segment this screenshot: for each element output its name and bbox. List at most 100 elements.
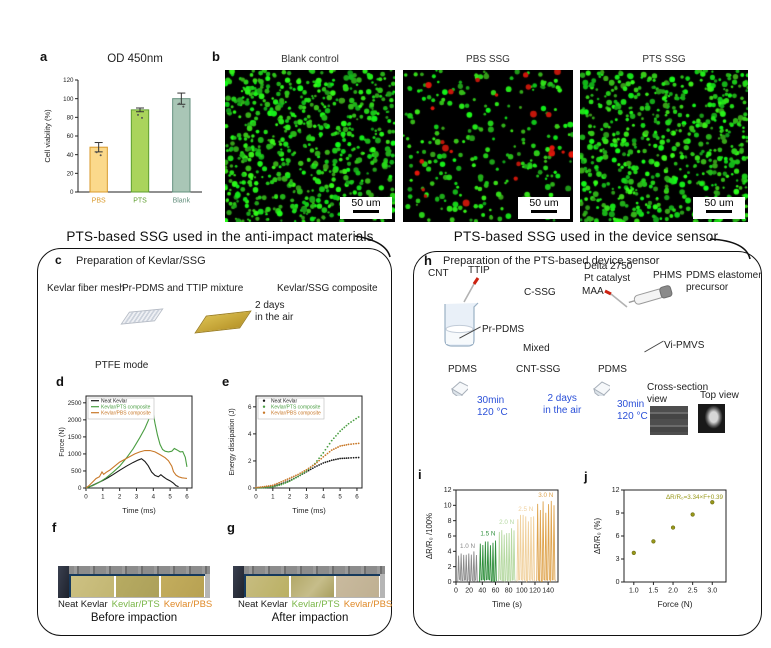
- fluorescence-image: [580, 70, 748, 222]
- svg-text:1500: 1500: [68, 434, 82, 441]
- label-mixed: Mixed: [523, 343, 550, 354]
- label-pdms-elastomer: PDMS elastomer precursor: [686, 270, 762, 293]
- connector-curve: [354, 235, 391, 258]
- label-cnt: CNT: [428, 268, 449, 279]
- device-sensor-panel-box: [413, 251, 762, 636]
- svg-text:1.0 N: 1.0 N: [460, 543, 476, 550]
- panel-i-label: i: [418, 467, 422, 482]
- panel-g-label: g: [227, 520, 235, 535]
- svg-text:2: 2: [118, 494, 122, 501]
- force-time-chart: 0 500 1000 1500 2000 2500 0 1 2 3 4 5 6 Time (ms) Forc…: [56, 386, 198, 521]
- svg-text:4: 4: [248, 431, 252, 438]
- svg-text:1000: 1000: [68, 451, 82, 458]
- svg-text:Force (N): Force (N): [657, 599, 692, 609]
- scale-bar-box: 50 um: [518, 197, 570, 219]
- svg-text:120: 120: [63, 77, 74, 84]
- svg-text:PTS: PTS: [133, 198, 147, 205]
- label-ttip: TTIP: [468, 265, 490, 276]
- svg-text:Kevlar/PBS composite: Kevlar/PBS composite: [271, 411, 321, 417]
- svg-text:Neat Kevlar: Neat Kevlar: [101, 399, 127, 405]
- svg-text:2.5: 2.5: [688, 588, 698, 595]
- resistance-force-chart: 0 3 6 9 12 1.0 1.5 2.0 2.5 3.0 Force (N) ΔR/R₀ (%) Δ…: [592, 480, 734, 615]
- photo-dark-edge: [58, 566, 69, 598]
- svg-text:80: 80: [505, 588, 513, 595]
- scale-bar-label: 50 um: [704, 197, 734, 209]
- sample-label: Kevlar/PTS: [291, 599, 340, 610]
- pdms-film-icon: [593, 381, 610, 396]
- panel-c-label: c: [55, 253, 62, 267]
- label-pr-pdms: Pr-PDMS: [482, 324, 525, 335]
- pdms-film-icon: [451, 381, 468, 396]
- svg-text:20: 20: [67, 171, 74, 178]
- svg-text:6: 6: [248, 404, 252, 411]
- svg-text:6: 6: [616, 533, 620, 540]
- resistance-time-chart: 0 2 4 6 8 10 12 0 20 40 60 80 100 120 140 Time (s) ΔR/R₀…: [424, 480, 566, 615]
- panel-c-title: Preparation of Kevlar/SSG: [76, 255, 206, 267]
- beaker-icon: [444, 302, 479, 347]
- svg-text:Blank: Blank: [173, 198, 191, 205]
- svg-text:Force (N): Force (N): [59, 427, 66, 457]
- label-kevlar-fiber-mesh: Kevlar fiber mesh: [47, 283, 125, 294]
- svg-text:3: 3: [135, 494, 139, 501]
- ruler-strip: [58, 566, 210, 574]
- step-cure-1: 30min 120 °C: [477, 395, 508, 418]
- label-phms: PHMS: [653, 270, 682, 281]
- svg-text:2500: 2500: [68, 400, 82, 407]
- svg-text:40: 40: [67, 152, 74, 159]
- svg-text:80: 80: [67, 115, 74, 122]
- svg-text:Kevlar/PBS composite: Kevlar/PBS composite: [101, 411, 151, 417]
- micrograph-title-pts: PTS SSG: [642, 54, 686, 65]
- panel-e-label: e: [222, 374, 230, 389]
- svg-text:12: 12: [444, 487, 452, 494]
- label-maa: MAA: [582, 286, 604, 297]
- section-title-anti-impact: PTS-based SSG used in the anti-impact ma…: [66, 229, 374, 244]
- micrograph-title-blank: Blank control: [281, 54, 339, 65]
- fabric-swatches: [244, 574, 380, 597]
- svg-text:0: 0: [254, 494, 258, 501]
- svg-text:2: 2: [448, 564, 452, 571]
- svg-text:3.0: 3.0: [707, 588, 717, 595]
- syringe-icon: [628, 285, 673, 305]
- label-cross-section-view: Cross-section view: [647, 382, 709, 405]
- scale-bar: [706, 210, 732, 213]
- svg-text:0: 0: [248, 485, 252, 492]
- fluorescence-image: [403, 70, 573, 222]
- svg-text:0: 0: [454, 588, 458, 595]
- svg-text:PBS: PBS: [92, 198, 106, 205]
- svg-text:9: 9: [616, 510, 620, 517]
- label-pdms-right: PDMS: [598, 364, 627, 375]
- sample-label: Kevlar/PTS: [111, 599, 160, 610]
- panel-j-label: j: [584, 469, 588, 484]
- svg-text:120: 120: [529, 588, 541, 595]
- anti-impact-panel-box: [37, 248, 392, 636]
- label-top-view: Top view: [700, 390, 739, 401]
- svg-text:Time (ms): Time (ms): [122, 506, 156, 515]
- svg-text:500: 500: [71, 468, 82, 475]
- svg-text:40: 40: [478, 588, 486, 595]
- swatch-kevlar-pbs: [161, 576, 204, 597]
- sample-label: Kevlar/PBS: [163, 599, 213, 610]
- svg-text:Kevlar/PTS composite: Kevlar/PTS composite: [271, 405, 321, 411]
- panel-a-label: a: [40, 49, 48, 64]
- curing-note: 2 days in the air: [255, 300, 294, 323]
- fabric-swatches: [69, 574, 205, 597]
- svg-text:3.0 N: 3.0 N: [538, 492, 554, 499]
- svg-text:ΔR/R₀ /100%: ΔR/R₀ /100%: [425, 513, 434, 559]
- svg-text:5: 5: [168, 494, 172, 501]
- svg-text:Neat Kevlar: Neat Kevlar: [271, 399, 297, 405]
- photo-dark-edge: [233, 566, 244, 598]
- svg-text:2.5 N: 2.5 N: [518, 506, 534, 513]
- svg-text:Kevlar/PTS composite: Kevlar/PTS composite: [101, 405, 151, 411]
- svg-text:8: 8: [448, 518, 452, 525]
- svg-text:60: 60: [67, 133, 74, 140]
- panel-h-title: Preparation of the PTS-based device sens…: [443, 255, 660, 267]
- caption-before-impaction: Before impaction: [90, 612, 178, 624]
- photo-after-impaction: [233, 566, 385, 598]
- scale-bar-label: 50 um: [351, 197, 381, 209]
- label-prpdms-ttip-mixture: Pr-PDMS and TTIP mixture: [122, 283, 244, 294]
- svg-text:2.0: 2.0: [668, 588, 678, 595]
- swatch-neat-kevlar: [71, 576, 114, 597]
- energy-dissipation-chart: 0 2 4 6 0 1 2 3 4 5 6 Time (ms) Energy dissipation (…: [226, 386, 368, 521]
- svg-text:100: 100: [63, 96, 74, 103]
- caption-after-impaction: After impaction: [271, 612, 349, 624]
